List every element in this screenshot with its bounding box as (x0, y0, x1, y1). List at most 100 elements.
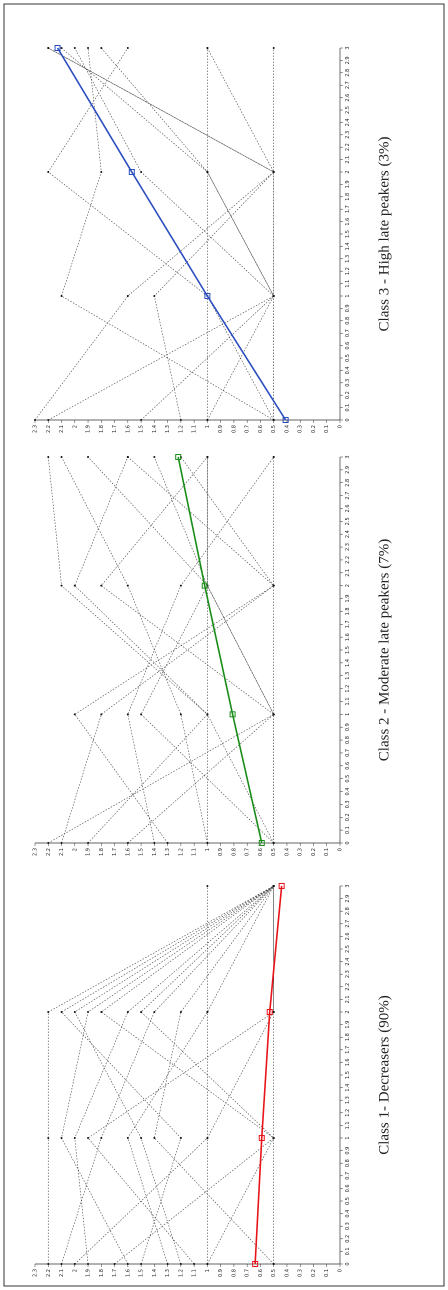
x-tick-label: 0.5 (345, 1197, 351, 1205)
y-tick-label: 0.1 (324, 848, 330, 856)
trajectory (74, 885, 274, 1265)
y-tick-label: 1.7 (112, 848, 118, 856)
trajectory-point (73, 1011, 76, 1013)
y-tick-label: 1 (205, 1269, 211, 1272)
trajectory-point (73, 1137, 76, 1139)
x-tick-label: 2.4 (345, 530, 351, 538)
x-tick-label: 0.7 (345, 329, 351, 337)
y-tick-label: 0.5 (271, 425, 277, 433)
trajectory-point (34, 419, 36, 421)
trajectory-point (60, 1137, 63, 1139)
trajectory-point (60, 47, 63, 49)
mean-marker (54, 45, 61, 51)
trajectory (74, 456, 275, 844)
x-tick-label: 0.4 (345, 788, 351, 796)
trajectory-point (100, 713, 103, 716)
trajectory-point (153, 1011, 156, 1013)
trajectory (154, 885, 274, 1265)
x-tick-label: 1.6 (345, 218, 351, 226)
y-tick-label: 1.2 (178, 425, 184, 433)
x-tick-label: 2.5 (345, 106, 351, 114)
trajectory-point (100, 1137, 103, 1139)
x-tick-label: 1.4 (345, 1084, 351, 1092)
trajectory-point (206, 1137, 209, 1139)
x-tick-label: 1.6 (345, 1058, 351, 1066)
trajectory-point (206, 885, 209, 887)
x-tick-label: 2.1 (345, 569, 351, 577)
x-tick-label: 0.6 (345, 762, 351, 770)
trajectory-point (272, 456, 275, 458)
trajectory (34, 47, 275, 421)
trajectory-point (126, 713, 129, 716)
trajectory-point (272, 47, 275, 49)
mean-marker (175, 454, 182, 460)
trajectory (74, 886, 274, 1265)
trajectory-point (272, 1011, 275, 1013)
trajectory (100, 456, 275, 844)
x-tick-label: 3 (345, 455, 351, 458)
x-tick-label: 0.8 (345, 1159, 351, 1167)
trajectory-point (47, 842, 50, 844)
trajectory-point (272, 584, 275, 587)
trajectory-point (87, 47, 90, 49)
y-tick-label: 0.8 (231, 1269, 237, 1277)
trajectory-point (272, 295, 275, 297)
trajectory-point (73, 713, 76, 716)
y-tick-label: 1.2 (178, 1269, 184, 1277)
x-tick-label: 1.4 (345, 659, 351, 667)
y-tick-label: 2.3 (33, 1269, 39, 1277)
trajectory (127, 885, 274, 1265)
mean-line (177, 456, 263, 844)
x-tick-label: 1.1 (345, 697, 351, 705)
trajectory-point (60, 295, 63, 297)
x-tick-label: 0.8 (345, 317, 351, 325)
trajectory-point (47, 1263, 50, 1265)
y-tick-label: 1 (205, 425, 211, 428)
y-tick-label: 1.4 (152, 1269, 158, 1277)
y-tick-label: 0.3 (298, 425, 304, 433)
y-tick-label: 0.9 (218, 1269, 224, 1277)
trajectory-point (73, 1263, 76, 1265)
y-tick-label: 0.2 (311, 425, 317, 433)
trajectory (74, 885, 274, 1265)
x-tick-label: 2.1 (345, 995, 351, 1003)
trajectory-point (272, 1263, 275, 1265)
trajectory (48, 47, 274, 421)
x-tick-label: 2.6 (345, 504, 351, 512)
y-tick-label: 1.1 (192, 425, 198, 433)
trajectory-point (272, 171, 275, 173)
x-tick-label: 2.4 (345, 118, 351, 126)
x-tick-label: 2.1 (345, 156, 351, 164)
trajectory-point (179, 1137, 182, 1139)
x-tick-label: 1.8 (345, 1033, 351, 1041)
y-tick-label: 1.7 (112, 1269, 118, 1277)
trajectory-point (100, 171, 103, 173)
x-tick-label: 2.9 (345, 56, 351, 64)
trajectory (154, 47, 275, 421)
trajectory-point (272, 885, 275, 887)
x-tick-label: 2.2 (345, 143, 351, 151)
trajectory-point (206, 713, 209, 716)
trajectory-point (272, 713, 275, 716)
y-tick-label: 1.4 (152, 848, 158, 856)
y-tick-label: 0.6 (258, 848, 264, 856)
trajectory-point (126, 1011, 129, 1013)
trajectory-point (126, 1137, 129, 1139)
y-tick-label: 2.2 (46, 848, 52, 856)
x-tick-label: 1 (345, 713, 351, 716)
mean-marker (282, 417, 289, 423)
trajectory-point (179, 1263, 182, 1265)
trajectory-point (126, 47, 129, 49)
y-tick-label: 1.7 (112, 425, 118, 433)
y-tick-label: 1.4 (152, 425, 158, 433)
x-tick-label: 0.3 (345, 800, 351, 808)
x-tick-label: 3 (345, 884, 351, 887)
y-tick-label: 0.6 (258, 425, 264, 433)
trajectory (87, 886, 274, 1265)
x-tick-label: 1.5 (345, 646, 351, 654)
y-tick-label: 1.6 (125, 1269, 131, 1277)
trajectory-point (126, 584, 129, 587)
y-tick-label: 2.3 (33, 425, 39, 433)
trajectory-point (179, 584, 182, 587)
